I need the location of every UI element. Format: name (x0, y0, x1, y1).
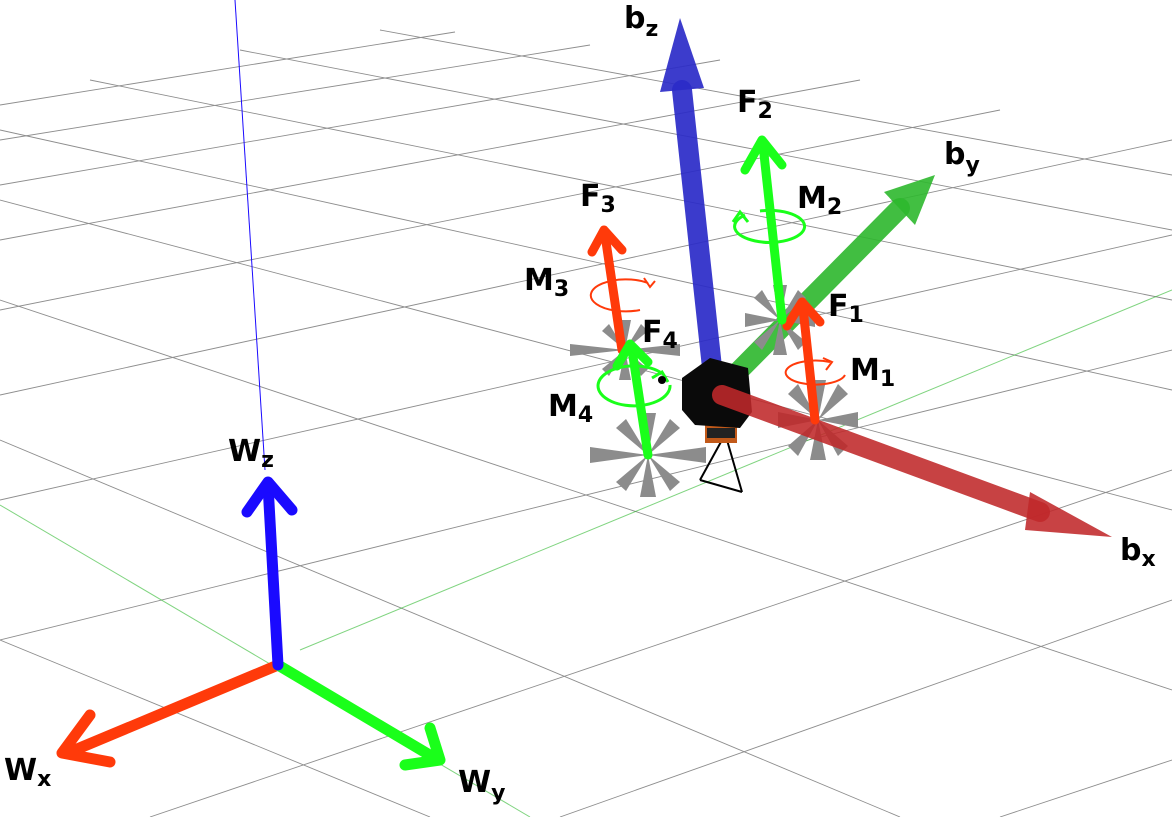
force-arrow-3 (587, 225, 627, 355)
moment-arc-3 (589, 277, 656, 313)
world-frame (56, 476, 446, 771)
body-x-label: bx (1120, 533, 1156, 572)
world-y-arrowhead (399, 722, 446, 771)
propeller-4 (590, 413, 706, 497)
force-arrow-4 (612, 339, 653, 460)
moment-label-2: M2 (797, 181, 842, 220)
body-x-arrow (712, 385, 1050, 522)
world-x-arrowhead (56, 709, 116, 768)
force-label-1: F1 (828, 289, 864, 328)
body-y-arrowhead (884, 175, 935, 225)
world-z-thin-line (234, 0, 266, 471)
moment-label-1: M1 (850, 353, 895, 392)
body-z-arrow (672, 80, 725, 405)
moment-label-4: M4 (548, 389, 593, 428)
force-label-4: F4 (642, 315, 678, 354)
body-y-label: by (944, 137, 980, 178)
world-x-arrow (64, 659, 284, 758)
body-z-arrowhead (660, 18, 704, 92)
body-x-arrowhead (1025, 492, 1112, 537)
world-z-arrow (262, 479, 284, 671)
body-z-label: bz (624, 1, 658, 42)
world-z-label: Wz (228, 434, 274, 473)
world-z-arrowhead (241, 476, 298, 518)
moment-label-3: M3 (524, 263, 569, 302)
world-x-label: Wx (4, 753, 51, 792)
force-label-3: F3 (580, 179, 616, 218)
force-label-2: F2 (737, 85, 773, 124)
world-y-label: Wy (458, 765, 505, 806)
ground-grid (0, 29, 1172, 817)
world-y-arrow (272, 659, 444, 766)
world-y-thin-line (0, 504, 531, 817)
moment-arc-2 (731, 208, 807, 244)
force-arrow-2 (740, 135, 787, 325)
force-arrow-1 (782, 297, 825, 425)
